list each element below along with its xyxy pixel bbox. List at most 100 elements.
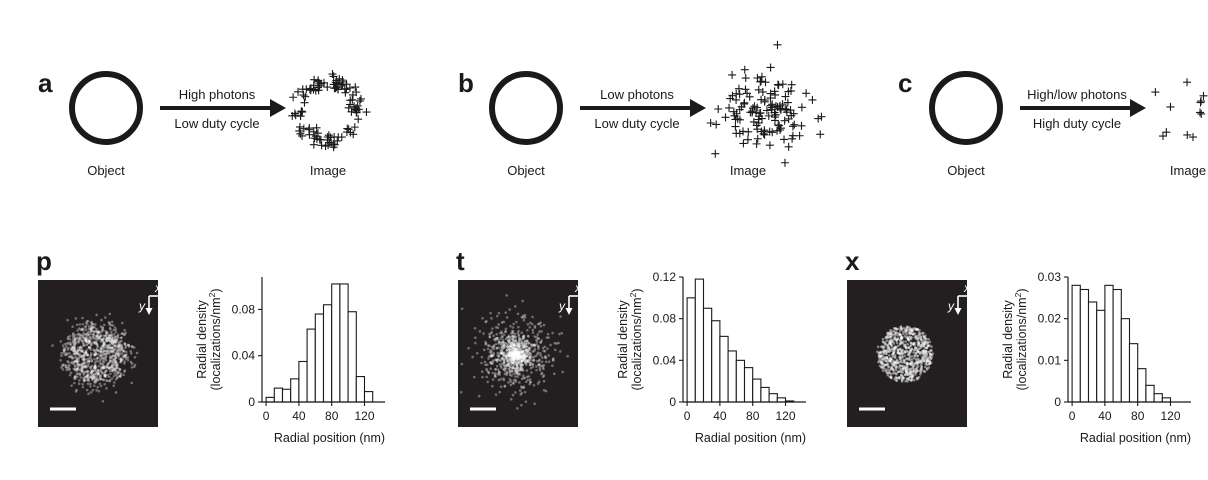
localization-dot <box>76 349 80 353</box>
localization-dot <box>512 359 516 362</box>
localization-dot <box>514 338 517 342</box>
histogram-bar <box>702 307 713 403</box>
localization-dot <box>99 357 102 361</box>
localization-dot <box>899 364 902 367</box>
localization-dot <box>922 349 926 352</box>
localization-dot <box>65 342 69 345</box>
localization-dot <box>916 360 919 363</box>
localization-dot <box>531 315 534 319</box>
localization-dot <box>909 362 913 366</box>
localization-dot <box>507 340 511 344</box>
localization-dot <box>96 372 100 376</box>
localization-dot <box>920 367 923 370</box>
localization-dot <box>522 349 526 353</box>
localization-dot <box>115 364 119 368</box>
localization-dot <box>112 348 115 352</box>
localization-dot <box>887 365 891 369</box>
localization-dot <box>521 350 524 353</box>
localization-cross <box>294 87 303 96</box>
localization-dot <box>108 337 112 340</box>
localization-dot <box>907 353 910 356</box>
localization-dot <box>497 340 501 344</box>
localization-dot <box>482 332 485 335</box>
localization-dot <box>100 337 104 341</box>
localization-dot <box>79 368 83 371</box>
y-tick-label: 0 <box>248 395 255 409</box>
localization-dot <box>96 385 100 389</box>
localization-dot <box>895 376 898 380</box>
localization-dot <box>526 334 530 338</box>
localization-dot <box>527 352 530 355</box>
localization-dot <box>98 361 102 365</box>
localization-dot <box>93 381 96 384</box>
localization-dot <box>907 376 910 380</box>
localization-dot <box>526 353 529 356</box>
localization-dot <box>514 357 518 360</box>
localization-dot <box>524 400 528 403</box>
localization-dot <box>97 389 101 393</box>
y-axis-label: Radial density <box>616 299 630 378</box>
localization-dot <box>113 353 117 356</box>
localization-dot <box>521 351 525 354</box>
localization-dot <box>499 364 503 368</box>
localization-dot <box>111 364 114 368</box>
x-tick-label: 120 <box>1160 409 1180 423</box>
localization-dot <box>513 355 517 358</box>
localization-cross <box>797 121 806 130</box>
localization-dot <box>526 354 529 358</box>
localization-dot <box>888 358 891 362</box>
localization-dot <box>502 378 506 382</box>
localization-dot <box>82 365 86 369</box>
localization-dot <box>905 369 909 373</box>
histogram-bar <box>281 388 292 403</box>
localization-dot <box>99 353 102 357</box>
localization-dot <box>514 352 518 356</box>
localization-dot <box>120 348 123 352</box>
localization-dot <box>75 359 78 362</box>
localization-dot <box>93 366 96 370</box>
localization-dot <box>510 342 513 345</box>
localization-dot <box>526 323 530 326</box>
localization-dot <box>510 361 513 365</box>
localization-dot <box>892 340 895 343</box>
localization-dot <box>517 358 521 361</box>
localization-dot <box>520 359 524 362</box>
localization-dot <box>518 349 522 353</box>
localization-dot <box>922 369 926 373</box>
localization-dot <box>89 355 92 358</box>
localization-dot <box>75 352 79 356</box>
x-tick-label: 40 <box>292 409 306 423</box>
localization-dot <box>95 371 99 374</box>
localization-dot <box>517 350 521 354</box>
localization-dot <box>116 351 119 355</box>
localization-dot <box>918 351 922 355</box>
localization-dot <box>897 377 901 380</box>
localization-dot <box>96 349 100 352</box>
localization-dot <box>900 356 903 360</box>
localization-dot <box>889 333 892 337</box>
localization-dot <box>501 340 505 344</box>
localization-dot <box>517 333 521 337</box>
localization-dot <box>514 367 517 370</box>
localization-dot <box>507 352 510 355</box>
localization-dot <box>513 350 516 353</box>
localization-dot <box>105 379 108 382</box>
localization-dot <box>910 347 914 351</box>
localization-dot <box>895 361 899 365</box>
localization-dot <box>105 352 109 355</box>
localization-dot <box>498 352 502 355</box>
localization-dot <box>116 345 119 349</box>
localization-dot <box>76 352 80 355</box>
localization-dot <box>919 337 923 341</box>
localization-dot <box>514 340 518 344</box>
localization-dot <box>511 353 514 357</box>
localization-dot <box>525 369 529 372</box>
localization-dot <box>888 330 892 334</box>
localization-dot <box>524 354 528 358</box>
localization-dot <box>110 341 113 344</box>
localization-dot <box>105 369 108 372</box>
localization-dot <box>518 356 522 360</box>
panel-letter-p: p <box>36 246 52 276</box>
x-tick-label: 40 <box>1098 409 1112 423</box>
localization-dot <box>80 365 83 368</box>
